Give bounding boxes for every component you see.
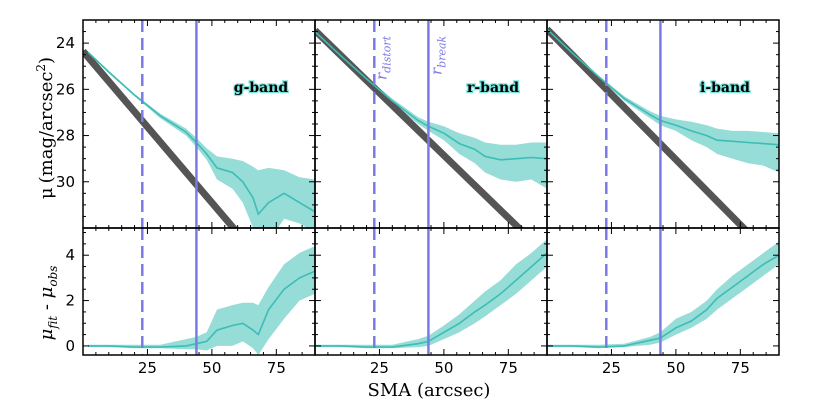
bottom-plot-area (547, 228, 779, 355)
top-plot-area (315, 20, 547, 228)
x-tick-label: 50 (434, 359, 453, 377)
residual-uncertainty-band (315, 239, 547, 349)
band-label: i-band (700, 80, 750, 96)
top-plot-area (83, 20, 315, 228)
ylabel-bottom-mu2: μ (36, 287, 57, 299)
x-tick-label: 75 (731, 359, 750, 377)
r-distort-label: rdistort (372, 35, 393, 80)
y-tick-label-top: 24 (56, 34, 75, 52)
residual-line (88, 270, 315, 348)
residual-line (315, 252, 547, 348)
residual-uncertainty-band (547, 241, 779, 349)
ylabel-bottom-dash: - (36, 298, 57, 316)
svg-text:μ(mag/arcsec2): μ (mag/arcsec2) (34, 57, 57, 199)
x-tick-label: 50 (666, 359, 685, 377)
y-tick-label-top: 30 (56, 173, 75, 191)
ylabel-top: μ (mag/arcsec2) (34, 57, 57, 199)
svg-text:μfit - μobs: μfit - μobs (36, 266, 60, 341)
x-tick-label: 25 (602, 359, 621, 377)
bottom-plot-area (315, 228, 547, 355)
panel-i-band: i-band 25 50 75 (546, 19, 780, 377)
obs-profile-line (87, 51, 315, 216)
ylabel-top-sup: 2 (34, 64, 48, 72)
ylabel-top-mu: μ (36, 187, 57, 199)
band-label: g-band (234, 80, 289, 96)
obs-uncertainty-band (88, 51, 315, 228)
y-tick-label-top: 28 (56, 127, 75, 145)
obs-profile-line (547, 28, 779, 146)
r-break-label: rbreak (427, 35, 448, 75)
ylabel-bottom-mu1: μ (36, 329, 57, 341)
r-break-r: r (427, 67, 445, 75)
residual-line (547, 254, 779, 348)
x-tick-label: 50 (202, 359, 221, 377)
x-tick-label: 25 (138, 359, 157, 377)
y-tick-label-bottom: 2 (65, 292, 75, 310)
x-tick-label: 25 (370, 359, 389, 377)
residual-uncertainty-band (88, 246, 315, 355)
obs-profile-line (315, 31, 547, 161)
band-label: r-band (467, 80, 519, 96)
y-tick-label-top: 26 (56, 80, 75, 98)
x-tick-label: 75 (499, 359, 518, 377)
y-tick-label-bottom: 0 (65, 337, 75, 355)
ylabel-bottom-sub2: obs (46, 266, 60, 287)
obs-uncertainty-band (547, 28, 779, 173)
ylabel-bottom-sub1: fit (46, 316, 60, 330)
xlabel: SMA (arcsec) (368, 380, 491, 401)
ylabel-top-unit: (mag/arcsec (36, 72, 57, 184)
x-tick-label: 75 (267, 359, 286, 377)
model-profile-line (547, 26, 749, 228)
model-profile-line (83, 48, 239, 228)
r-break-sub: break (435, 35, 448, 67)
obs-uncertainty-band (315, 30, 547, 189)
top-plot-area (547, 20, 779, 228)
y-tick-label-bottom: 4 (65, 246, 75, 264)
bottom-plot-area (88, 228, 315, 355)
r-distort-r: r (372, 72, 390, 80)
r-distort-sub: distort (380, 35, 393, 73)
ylabel-top-close: ) (36, 57, 57, 64)
ylabel-bottom: μfit - μobs (36, 266, 60, 341)
